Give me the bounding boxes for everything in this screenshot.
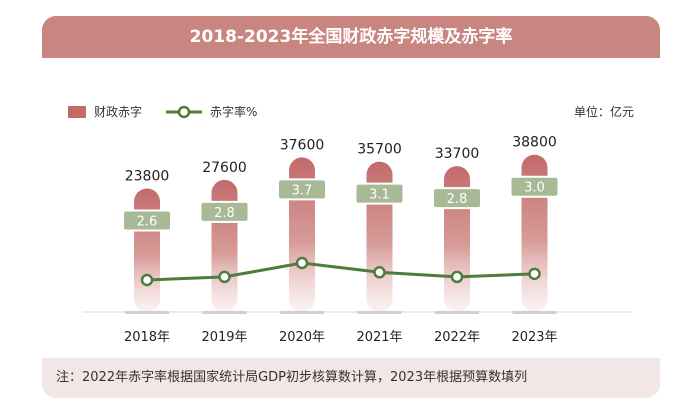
- rate-point-3: [295, 256, 309, 270]
- category-label: 2023年: [511, 330, 557, 345]
- rate-label-box: [432, 187, 482, 210]
- rate-label-box: [509, 175, 560, 198]
- rate-value-label: 3.0: [524, 181, 545, 196]
- category-label: 2018年: [124, 330, 170, 345]
- bar-base-5: [435, 311, 479, 314]
- chart-card: 2018-2023年全国财政赤字规模及赤字率 财政赤字 赤字率% 单位：亿元: [42, 16, 660, 398]
- legend-line-marker: [177, 105, 191, 119]
- category-label: 2021年: [356, 330, 402, 345]
- rate-value-label: 2.8: [447, 192, 468, 207]
- bar-value-label: 23800: [125, 168, 170, 184]
- bar-base-6: [512, 311, 557, 314]
- rate-value-label: 2.8: [214, 206, 235, 221]
- plot-area: 财政赤字 赤字率% 单位：亿元 23800 2018年 2.6 27600 2019年 2…: [42, 58, 660, 358]
- unit-label: 单位：亿元: [574, 104, 634, 119]
- legend-bar-swatch: [68, 106, 86, 118]
- bar-value-label: 27600: [202, 160, 247, 176]
- legend-bar-label: 财政赤字: [94, 104, 142, 119]
- bar-value-label: 35700: [357, 142, 402, 158]
- category-label: 2022年: [434, 330, 480, 345]
- chart-svg: 财政赤字 赤字率% 单位：亿元 23800 2018年 2.6 27600 2019年 2…: [68, 104, 634, 345]
- rate-line: [146, 261, 535, 282]
- rate-point-6: [528, 267, 541, 281]
- bar-base-1: [125, 311, 169, 314]
- rate-value-label: 3.1: [369, 188, 390, 203]
- bar-value-label: 38800: [512, 135, 557, 151]
- chart-title: 2018-2023年全国财政赤字规模及赤字率: [42, 16, 660, 58]
- rate-label-box: [122, 209, 172, 232]
- bar-base-2: [202, 311, 247, 314]
- rate-value-label: 2.6: [137, 214, 158, 229]
- rate-point-2: [218, 270, 231, 284]
- rate-value-label: 3.7: [292, 183, 313, 198]
- bar-1: [134, 188, 160, 312]
- bar-2: [211, 179, 238, 312]
- footnote: 注：2022年赤字率根据国家统计局GDP初步核算数计算，2023年根据预算数填列: [42, 358, 660, 398]
- rate-label-box: [199, 200, 250, 223]
- legend-line-label: 赤字率%: [210, 104, 257, 119]
- bar-value-label: 37600: [280, 137, 325, 153]
- category-label: 2019年: [201, 330, 247, 345]
- rate-label-box: [277, 178, 327, 201]
- rate-label-box: [354, 182, 405, 205]
- bar-value-label: 33700: [435, 146, 480, 162]
- bar-base-4: [357, 311, 402, 314]
- rate-point-4: [373, 266, 386, 279]
- category-label: 2020年: [279, 330, 325, 345]
- rate-point-5: [450, 270, 464, 284]
- rate-point-1: [140, 273, 154, 287]
- bar-base-3: [280, 311, 324, 314]
